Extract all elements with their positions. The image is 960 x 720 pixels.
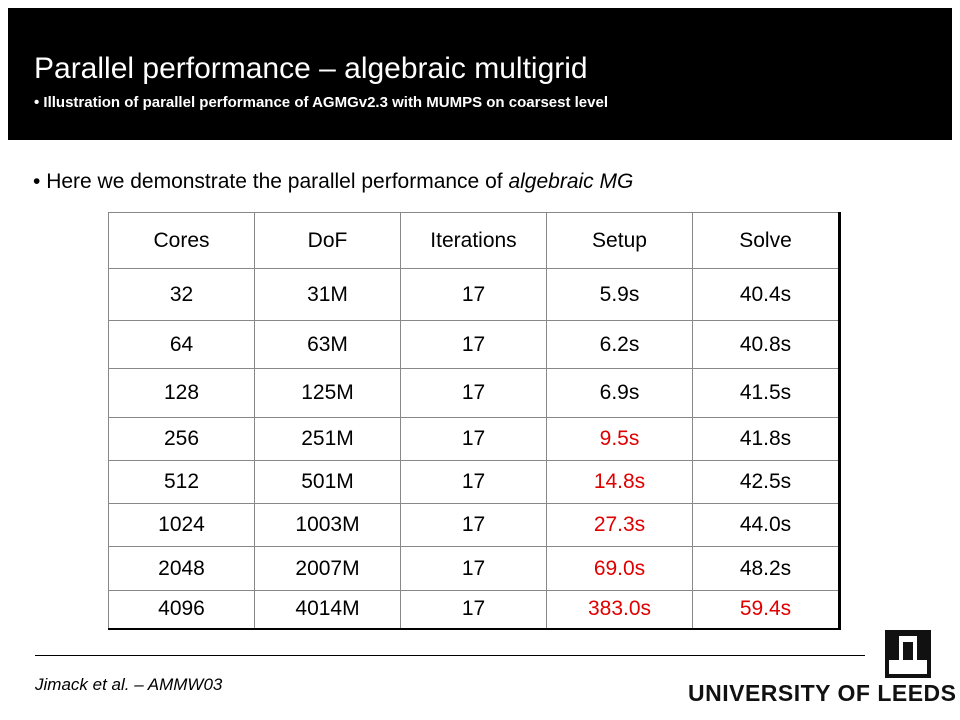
column-header: Solve [692,212,840,269]
table-cell: 17 [400,417,547,461]
table-cell: 251M [254,417,401,461]
column-header: Iterations [400,212,547,269]
table-cell: 59.4s [692,590,840,629]
table-cell: 17 [400,503,547,547]
footer-rule [35,655,865,656]
bullet-emphasis: algebraic MG [508,170,634,193]
table-row: 256 251M 17 9.5s 41.8s [108,417,840,461]
subtitle: • Illustration of parallel performance o… [34,94,608,111]
header-bar: Parallel performance – algebraic multigr… [8,8,952,140]
bullet-text: Here we demonstrate the parallel perform… [46,170,509,193]
table-cell: 2048 [108,546,255,591]
table-cell: 1024 [108,503,255,547]
table-cell: 41.8s [692,417,840,461]
column-header: Setup [546,212,693,269]
table-body: 32 31M 17 5.9s 40.4s 64 63M 17 6.2s 40.8s 128 125M 1… [108,268,840,629]
table-cell: 41.5s [692,368,840,418]
table-cell: 17 [400,460,547,504]
logo-icon [885,630,931,678]
citation: Jimack et al. – AMMW03 [35,675,223,694]
table-cell: 17 [400,268,547,321]
table-cell: 69.0s [546,546,693,591]
column-header: DoF [254,212,401,269]
table-cell: 42.5s [692,460,840,504]
table-cell: 6.9s [546,368,693,418]
table-cell: 9.5s [546,417,693,461]
table-cell: 2007M [254,546,401,591]
table-cell: 501M [254,460,401,504]
table-cell: 40.4s [692,268,840,321]
table-cell: 125M [254,368,401,418]
table-cell: 1003M [254,503,401,547]
slide-title: Parallel performance – algebraic multigr… [34,52,588,85]
table-cell: 4014M [254,590,401,629]
university-logo: UNIVERSITY OF LEEDS [688,680,957,706]
table-row: 2048 2007M 17 69.0s 48.2s [108,546,840,591]
table-cell: 17 [400,368,547,418]
table-cell: 14.8s [546,460,693,504]
table-cell: 40.8s [692,320,840,369]
table-cell: 383.0s [546,590,693,629]
bullet: • Here we demonstrate the parallel perfo… [33,170,634,193]
table-cell: 48.2s [692,546,840,591]
table-cell: 17 [400,546,547,591]
table-cell: 63M [254,320,401,369]
table-cell: 64 [108,320,255,369]
table-row: 1024 1003M 17 27.3s 44.0s [108,503,840,547]
table-cell: 5.9s [546,268,693,321]
table-cell: 6.2s [546,320,693,369]
table-cell: 256 [108,417,255,461]
table-cell: 17 [400,590,547,629]
subtitle-text: Illustration of parallel performance of … [43,94,608,111]
table-cell: 17 [400,320,547,369]
results-table: Cores DoF Iterations Setup Solve 32 31M 17 5.9s 4… [108,212,841,630]
table-cell: 32 [108,268,255,321]
table-cell: 44.0s [692,503,840,547]
table-cell: 128 [108,368,255,418]
table-cell: 512 [108,460,255,504]
table-row: 64 63M 17 6.2s 40.8s [108,320,840,369]
table-row: 32 31M 17 5.9s 40.4s [108,268,840,321]
column-header: Cores [108,212,255,269]
header-row: Cores DoF Iterations Setup Solve [108,212,840,269]
table-row: 4096 4014M 17 383.0s 59.4s [108,590,840,629]
table-row: 512 501M 17 14.8s 42.5s [108,460,840,504]
table-cell: 4096 [108,590,255,629]
table-cell: 27.3s [546,503,693,547]
table-cell: 31M [254,268,401,321]
table-row: 128 125M 17 6.9s 41.5s [108,368,840,418]
